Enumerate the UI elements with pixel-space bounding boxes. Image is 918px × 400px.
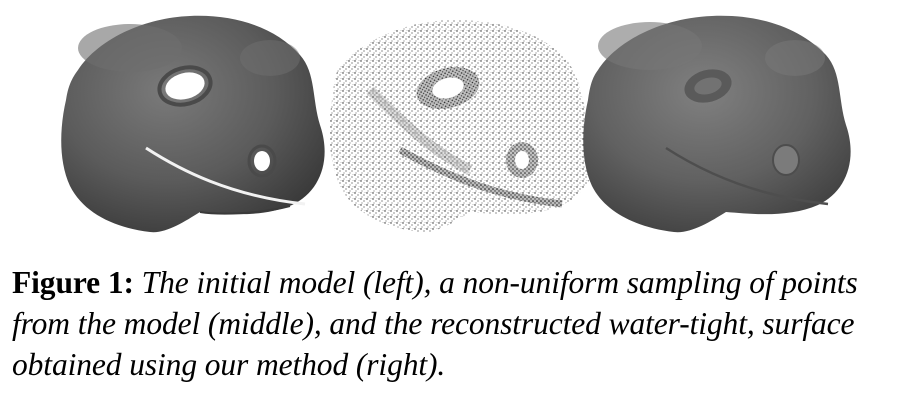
caption-text: The initial model (left), a non-uniform … [12, 265, 858, 382]
point-sampling-image [329, 20, 596, 233]
reconstructed-surface-image [583, 15, 851, 233]
figure-caption: Figure 1: The initial model (left), a no… [12, 262, 912, 385]
figure-label: Figure 1: [12, 265, 134, 300]
figure-images [61, 15, 851, 233]
initial-model-image [61, 15, 325, 233]
